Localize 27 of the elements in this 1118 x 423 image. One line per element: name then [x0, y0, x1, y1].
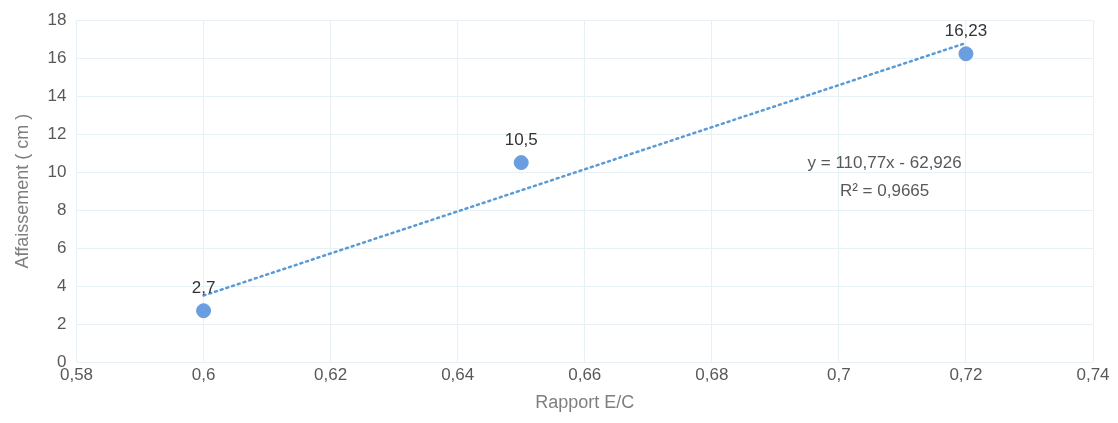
x-tick-label: 0,68 [695, 364, 729, 384]
y-axis-title: Affaissement ( cm ) [11, 113, 32, 269]
point [958, 46, 974, 62]
x-tick-label: 0,72 [949, 364, 983, 384]
data-label: 2,7 [191, 277, 216, 297]
y-tick-label: 10 [47, 161, 67, 181]
point [196, 303, 212, 319]
x-tick-label: 0,7 [827, 364, 851, 384]
y-tick-label: 2 [57, 313, 67, 333]
x-tick-label: 0,6 [191, 364, 216, 384]
x-axis-title: Rapport E/C [535, 392, 635, 413]
data-label: 16,23 [944, 21, 988, 40]
data-label: 10,5 [504, 129, 538, 149]
annotation: R² = 0,9665 [839, 181, 930, 201]
x-tick-label: 0,66 [568, 364, 602, 384]
y-tick-label: 6 [57, 237, 67, 257]
x-tick-label: 0,62 [314, 364, 348, 384]
x-tick-label: 0,74 [1076, 364, 1110, 384]
y-tick-label: 18 [47, 9, 67, 29]
y-tick-label: 4 [57, 275, 67, 295]
y-tick-label: 12 [47, 123, 67, 143]
x-tick-label: 0,64 [441, 364, 475, 384]
y-tick-label: 14 [47, 85, 67, 105]
annotation: y = 110,77x - 62,926 [807, 153, 962, 173]
y-tick-label: 16 [47, 47, 67, 67]
y-tick-label: 8 [57, 199, 67, 219]
point [513, 155, 529, 171]
